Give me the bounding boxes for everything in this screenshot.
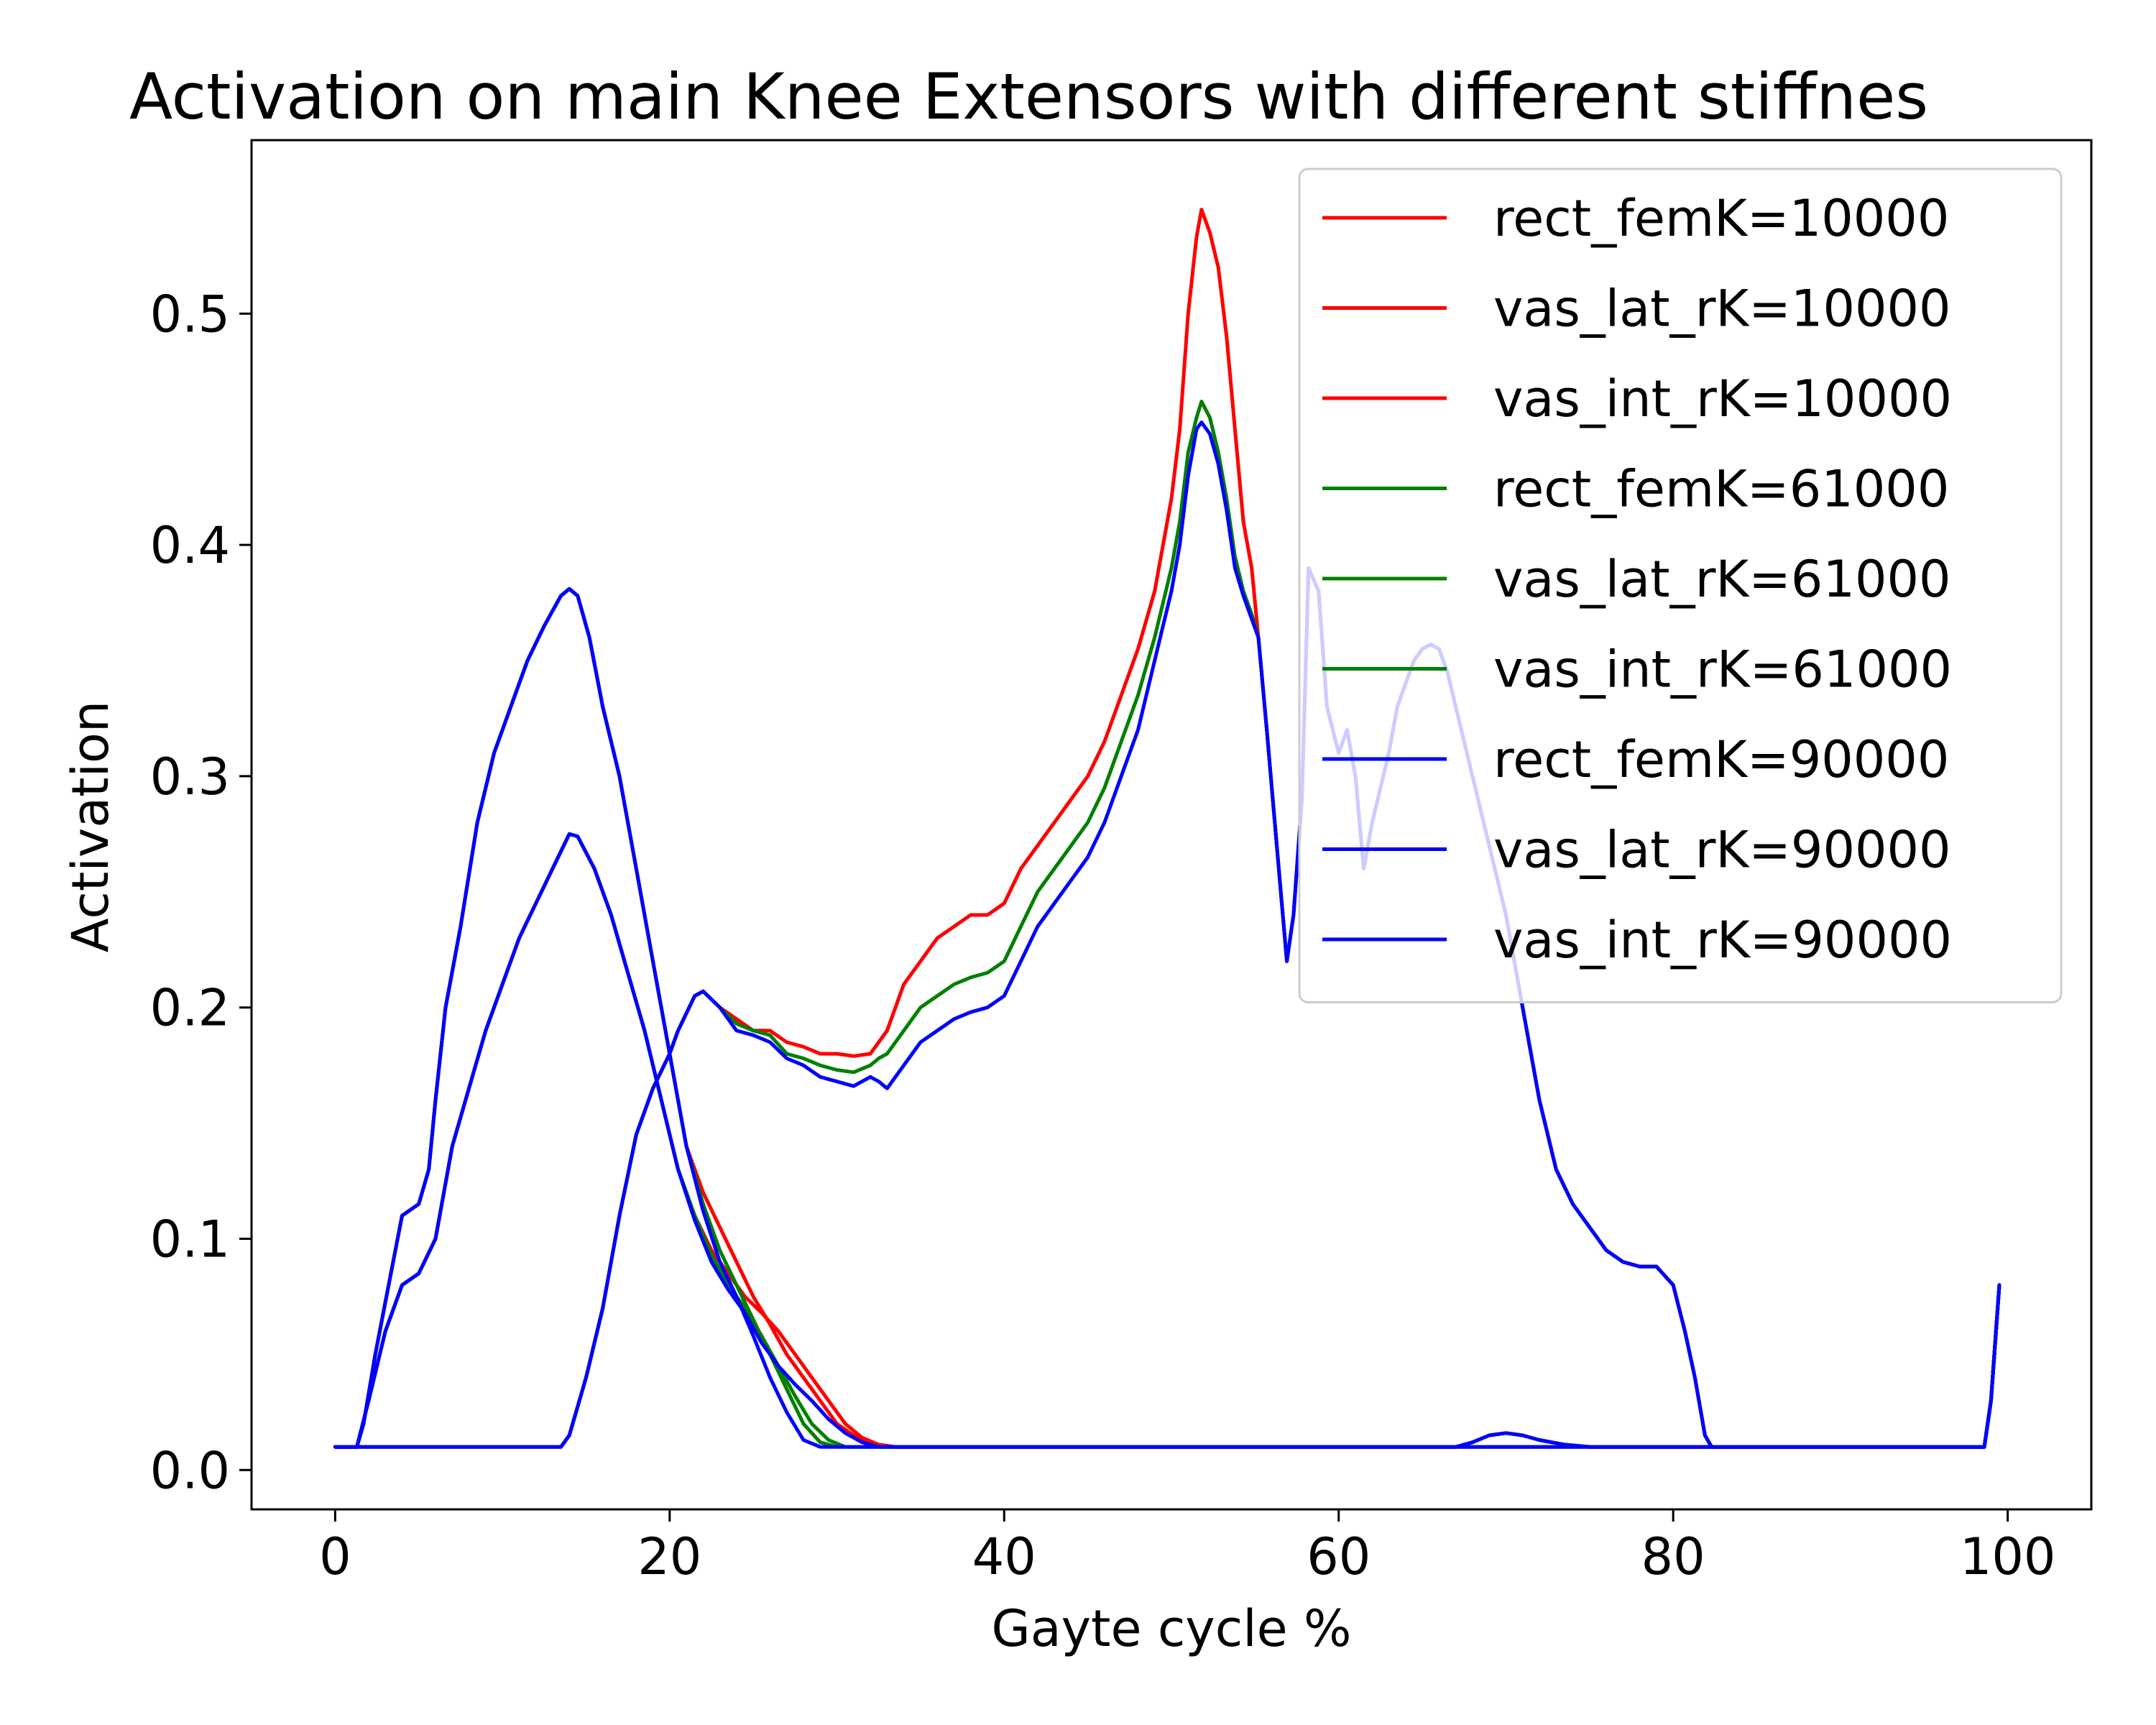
legend: rect_femK=10000 vas_lat_rK=10000 vas_int_r… [1298,167,2063,1003]
x-tick-label: 0 [319,1527,351,1586]
plot-area: 0 20 40 60 80 100 0.0 0.1 0.2 0.3 0.4 0.5 [150,139,2093,1586]
axes-frame [250,139,2093,1511]
y-tick-label: 0.0 [150,1441,230,1500]
legend-label: rect_femK=61000 [1493,460,1949,519]
legend-label: vas_int_rK=61000 [1493,640,1952,699]
legend-label: rect_femK=90000 [1493,730,1949,789]
x-axis-label: Gayte cycle % [991,1599,1351,1658]
series-line-vas_int_rK=90000 [333,420,2001,1449]
y-tick-label: 0.2 [150,979,230,1038]
x-tick-label: 100 [1960,1527,2056,1586]
x-tick-label: 80 [1641,1527,1705,1586]
legend-label: vas_lat_rK=10000 [1493,280,1951,339]
chart-title: Activation on main Knee Extensors with d… [129,60,1928,134]
legend-label: vas_int_rK=90000 [1493,911,1952,970]
legend-label: vas_int_rK=10000 [1493,369,1952,428]
series-line-rect_femK=90000 [333,586,2001,1449]
y-tick-label: 0.5 [150,285,230,344]
y-tick-label: 0.3 [150,748,230,806]
series-group [333,208,2001,1449]
legend-label: vas_lat_rK=61000 [1493,550,1951,609]
y-tick-label: 0.1 [150,1210,230,1269]
legend-label: vas_lat_rK=90000 [1493,821,1951,880]
x-tick-label: 60 [1307,1527,1370,1586]
legend-box [1298,167,2063,1003]
y-axis-label: Activation [61,701,120,952]
legend-label: rect_femK=10000 [1493,189,1949,248]
y-tick-label: 0.4 [150,516,230,575]
x-tick-label: 20 [637,1527,701,1586]
x-tick-label: 40 [972,1527,1036,1586]
series-line-vas_lat_rK=90000 [333,832,2001,1449]
